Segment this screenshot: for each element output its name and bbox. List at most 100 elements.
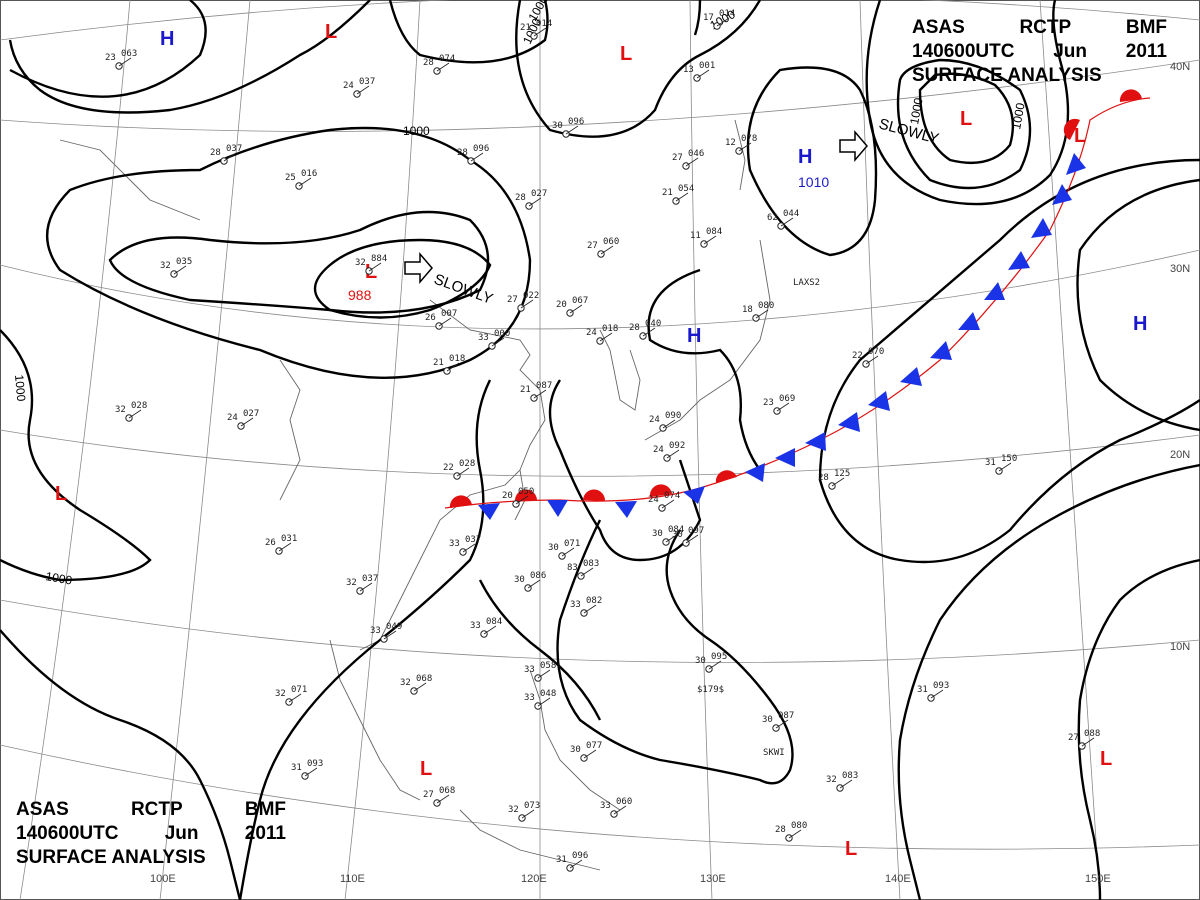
wind-barb-icon (755, 309, 769, 319)
observation-pressure: 022 (523, 291, 539, 301)
observation-pressure: 083 (842, 771, 858, 781)
observation-pressure: 027 (531, 189, 547, 199)
wind-barb-icon (436, 62, 450, 72)
observation-temp: 33 (600, 801, 611, 811)
coast-philippines (529, 669, 621, 811)
isobar-7 (108, 210, 490, 314)
low-pressure-label: L (420, 758, 432, 780)
observation-pressure: 060 (616, 797, 632, 807)
title-bottom-center: RCTP (130, 799, 183, 820)
observation-temp: 28 (457, 148, 468, 158)
observation-temp: 83 (567, 563, 578, 573)
isobar-23 (478, 579, 602, 721)
title-top: ASAS RCTP BMF 140600UTC Jun 2011 SURFACE… (912, 16, 1167, 88)
isobar-18 (238, 379, 492, 900)
wind-barb-icon (537, 669, 551, 679)
wind-barb-icon (470, 152, 484, 162)
station-id-label: SKWI (763, 748, 785, 758)
cold-tooth (1008, 251, 1030, 270)
observation-temp: 28 (515, 193, 526, 203)
wind-barb-icon (775, 719, 789, 729)
low-pressure-label: L (325, 21, 337, 43)
coast-indochina (329, 639, 421, 801)
observation-pressure: 084 (486, 617, 502, 627)
title-top-code: BMF (1125, 17, 1167, 38)
wind-barb-icon (569, 859, 583, 869)
observation-pressure: 068 (439, 786, 455, 796)
longitude-label: 140E (885, 873, 911, 885)
wind-barb-icon (298, 177, 312, 187)
low-pressure-label: L (845, 838, 857, 860)
warm-bump (649, 484, 672, 497)
warm-bump (1119, 89, 1142, 102)
isobar-value-label: 1000 (907, 96, 925, 125)
observation-pressure: 080 (791, 821, 807, 831)
wind-barb-icon (696, 69, 710, 79)
observation-temp: 31 (985, 458, 996, 468)
wind-barb-icon (521, 809, 535, 819)
observation-pressure: 086 (530, 571, 546, 581)
warm-bump (1063, 118, 1080, 140)
observation-pressure: 096 (568, 117, 584, 127)
observation-temp: 28 (775, 825, 786, 835)
wind-barb-icon (118, 57, 132, 67)
title-bottom-time: 140600UTC (16, 823, 119, 844)
wind-barb-icon (520, 299, 534, 309)
observation-temp: 27 (672, 153, 683, 163)
observation-temp: 30 (762, 715, 773, 725)
coast-inland-1 (59, 139, 201, 221)
observation-temp: 20 (502, 491, 513, 501)
observation-temp: 27 (1068, 733, 1079, 743)
isobar-8 (313, 238, 492, 319)
wind-barb-icon (483, 625, 497, 635)
observation-pressure: 037 (465, 535, 481, 545)
low-pressure-label: L (1074, 125, 1086, 147)
wind-barb-icon (413, 682, 427, 692)
coast-inland-2 (279, 359, 301, 501)
title-bottom: ASAS RCTP BMF 140600UTC Jun 2011 SURFACE… (16, 798, 286, 870)
observation-temp: 31 (917, 685, 928, 695)
observation-temp: 33 (570, 600, 581, 610)
observation-pressure: 001 (699, 61, 715, 71)
observation-pressure: 037 (359, 77, 375, 87)
wind-barb-icon (368, 262, 382, 272)
observation-pressure: 018 (602, 324, 618, 334)
observation-pressure: 884 (371, 254, 387, 264)
wind-barb-icon (356, 85, 370, 95)
observation-pressure: 071 (291, 685, 307, 695)
observation-pressure: 092 (669, 441, 685, 451)
isobar-20 (897, 463, 1200, 900)
wind-barb-icon (716, 17, 730, 27)
move-arrow-icon (404, 251, 433, 285)
cold-tooth (868, 391, 890, 411)
observation-pressure: 080 (758, 301, 774, 311)
warm-front-bumps (449, 89, 1142, 508)
isobar-1 (9, 0, 207, 98)
observation-pressure: 028 (459, 459, 475, 469)
isobar-3 (388, 0, 549, 64)
observation-temp: 21 (520, 385, 531, 395)
warm-bump (715, 470, 737, 483)
observation-pressure: 084 (668, 525, 684, 535)
wind-barb-icon (240, 417, 254, 427)
parallel-0 (0, 744, 1200, 850)
wind-barb-icon (600, 245, 614, 255)
isobar-21 (1077, 558, 1200, 900)
wind-barb-icon (998, 462, 1012, 472)
observation-pressure: 018 (449, 354, 465, 364)
observation-temp: 26 (425, 313, 436, 323)
observation-pressure: 096 (572, 851, 588, 861)
high-pressure-label: H (1133, 313, 1147, 335)
observation-pressure: 082 (586, 596, 602, 606)
warm-bump (583, 489, 606, 501)
observation-temp: 28 (423, 58, 434, 68)
wind-barb-icon (565, 125, 579, 135)
observation-pressure: 000 (494, 329, 510, 339)
longitude-label: 100E (150, 873, 176, 885)
observation-temp: 21 (662, 188, 673, 198)
cold-tooth (984, 282, 1005, 300)
observation-temp: 11 (690, 231, 701, 241)
observation-temp: 21 (433, 358, 444, 368)
wind-barb-icon (537, 697, 551, 707)
